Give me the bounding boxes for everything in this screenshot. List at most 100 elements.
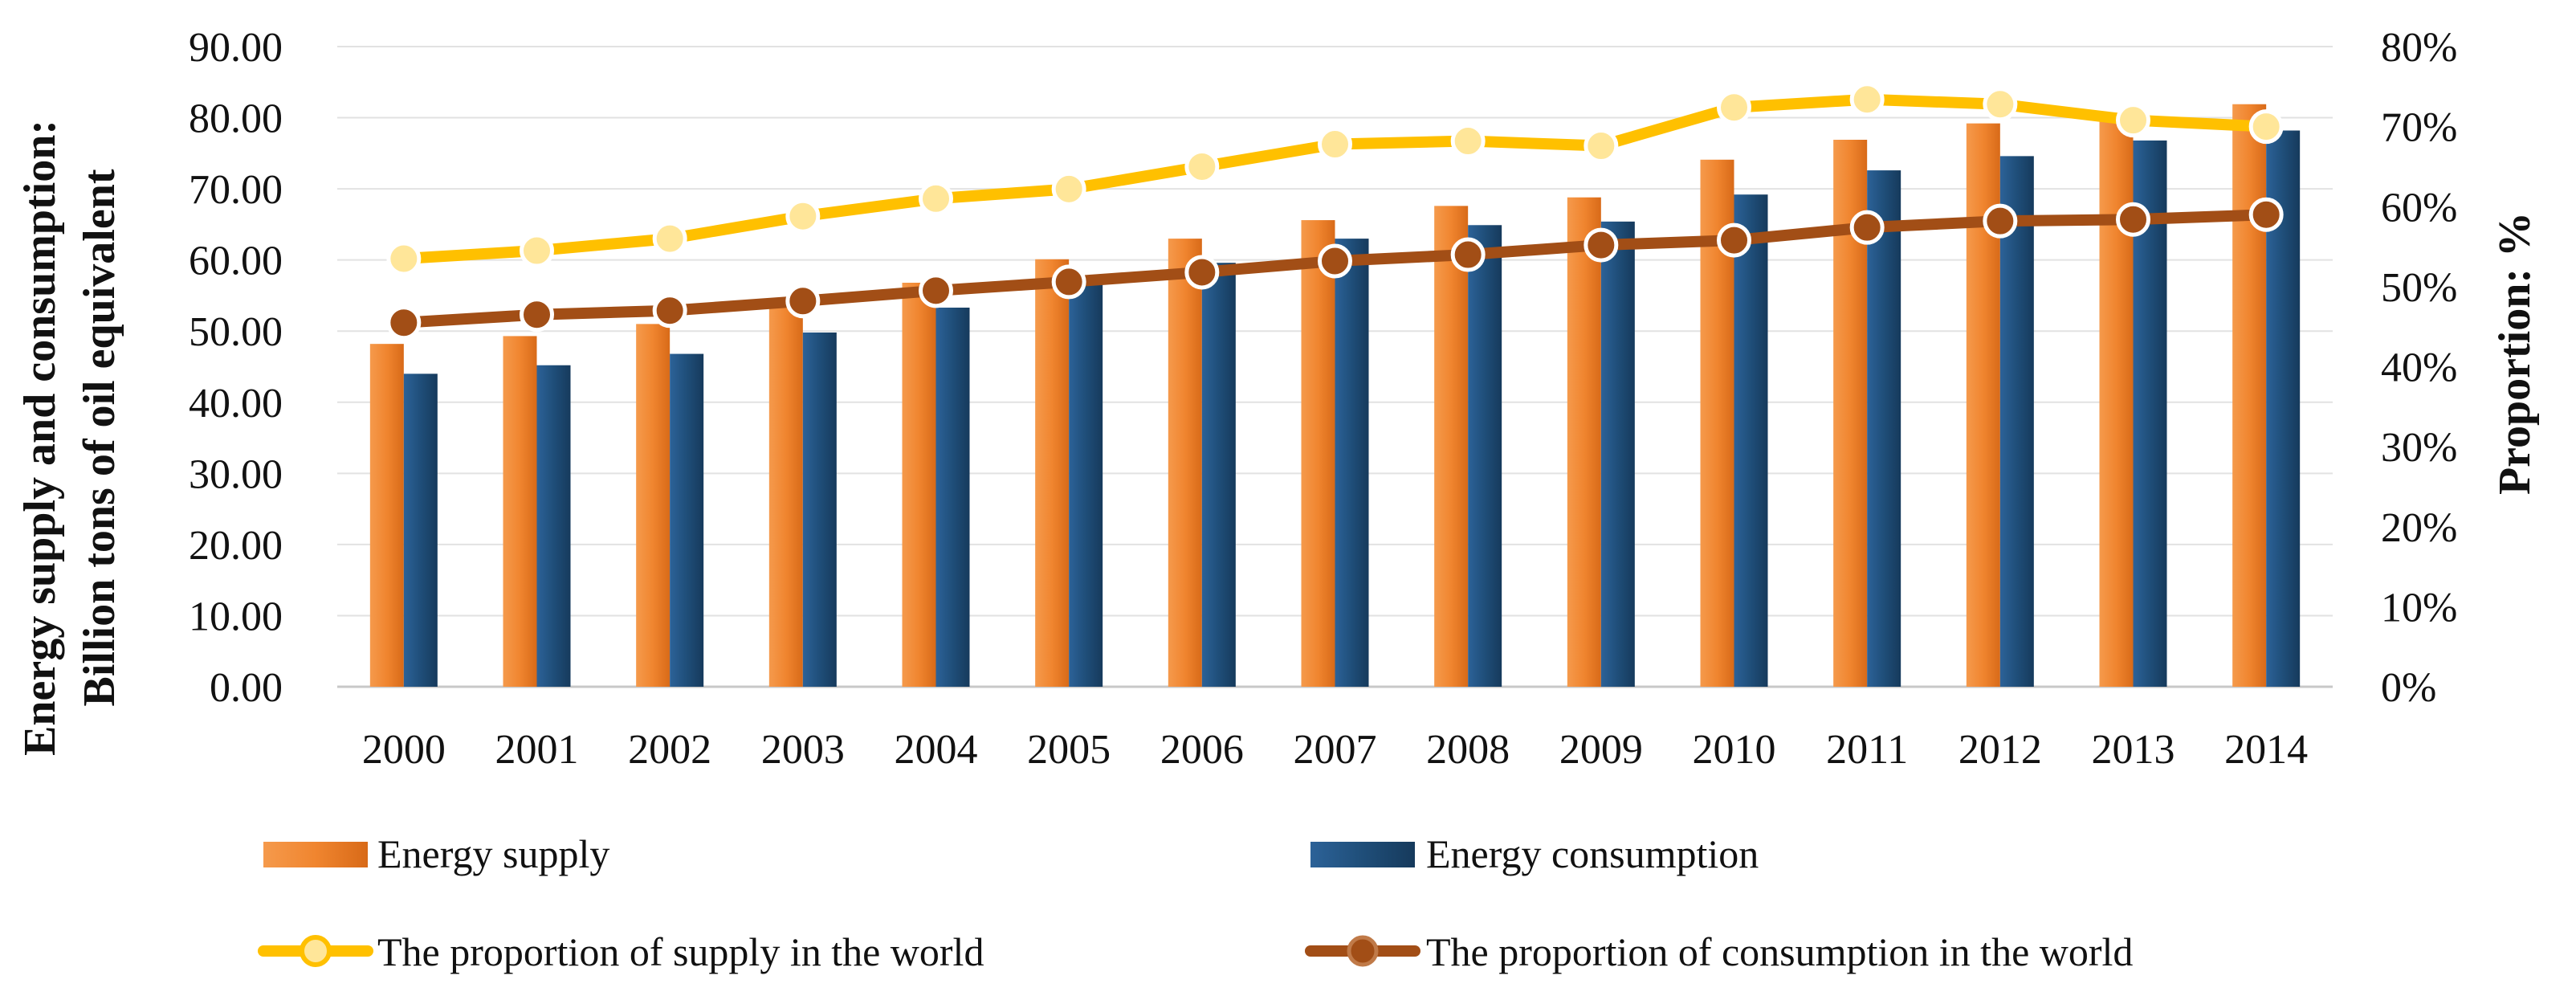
x-axis-tick-label: 2007: [1294, 727, 1377, 773]
bar-energy-supply-2005: [1035, 259, 1070, 687]
x-axis-tick-label: 2012: [1958, 727, 2042, 773]
right-axis-tick-label: 10%: [2381, 585, 2457, 631]
point-the-proportion-of-supply-in-the-world-2008: [1450, 124, 1486, 159]
point-the-proportion-of-supply-in-the-world-2007: [1318, 127, 1352, 162]
point-the-proportion-of-consumption-in-the-world-2009: [1584, 227, 1619, 263]
series-energy-consumption: [403, 130, 2301, 688]
point-the-proportion-of-consumption-in-the-world-2004: [919, 273, 953, 308]
x-axis-tick-label: 2006: [1160, 727, 1244, 773]
point-the-proportion-of-consumption-in-the-world-2013: [2116, 202, 2150, 237]
legend-label-consumption-proportion: The proportion of consumption in the wor…: [1426, 929, 2133, 974]
x-axis-tick-label: 2003: [761, 727, 845, 773]
left-axis-tick-label: 60.00: [189, 239, 283, 284]
point-the-proportion-of-consumption-in-the-world-2010: [1717, 222, 1751, 258]
bar-energy-consumption-2003: [802, 332, 837, 687]
bar-energy-consumption-2005: [1069, 284, 1103, 687]
x-axis-ticks: 2000 2001 2002 2003 2004 2005 2006 2007 2008 2009…: [362, 727, 2308, 773]
series-the-proportion-of-supply-in-the-world: [386, 82, 2284, 276]
left-axis-tick-label: 70.00: [189, 167, 283, 213]
x-axis-tick-label: 2002: [628, 727, 711, 773]
point-the-proportion-of-consumption-in-the-world-2002: [652, 293, 687, 329]
left-axis-tick-label: 0.00: [210, 665, 283, 711]
point-the-proportion-of-consumption-in-the-world-2006: [1184, 255, 1220, 290]
left-axis-tick-label: 50.00: [189, 309, 283, 355]
left-axis-ticks: 0.00 10.00 20.00 30.00 40.00 50.00 60.00 70.00 8…: [189, 25, 283, 711]
bar-energy-supply-2002: [636, 324, 670, 687]
bar-energy-consumption-2007: [1335, 239, 1369, 688]
legend-swatch-energy-supply: [263, 842, 368, 867]
x-axis-tick-label: 2004: [895, 727, 978, 773]
legend-marker-supply-proportion: [300, 935, 332, 967]
bar-energy-supply-2007: [1301, 220, 1335, 687]
right-axis-tick-label: 30%: [2381, 425, 2457, 471]
bar-energy-supply-2008: [1434, 206, 1469, 687]
left-axis-label-line2: Billion tons of oil equivalent: [75, 169, 124, 706]
point-the-proportion-of-supply-in-the-world-2010: [1717, 90, 1751, 125]
right-axis-tick-label: 40%: [2381, 345, 2457, 391]
legend-item-energy-consumption: Energy consumption: [1310, 831, 1759, 876]
bar-energy-consumption-2000: [403, 373, 438, 687]
legend-label-supply-proportion: The proportion of supply in the world: [377, 929, 984, 974]
left-axis-tick-label: 90.00: [189, 25, 283, 71]
bar-energy-supply-2006: [1168, 239, 1202, 688]
series-the-proportion-of-consumption-in-the-world: [386, 197, 2284, 341]
point-the-proportion-of-supply-in-the-world-2004: [919, 181, 953, 216]
bar-energy-consumption-2011: [1867, 170, 1901, 687]
point-the-proportion-of-supply-in-the-world-2009: [1584, 129, 1619, 164]
bar-energy-consumption-2001: [536, 365, 571, 687]
point-the-proportion-of-consumption-in-the-world-2008: [1450, 237, 1486, 272]
bar-energy-supply-2013: [2099, 115, 2134, 688]
point-the-proportion-of-consumption-in-the-world-2011: [1849, 210, 1885, 245]
point-the-proportion-of-supply-in-the-world-2000: [386, 241, 422, 276]
point-the-proportion-of-consumption-in-the-world-2007: [1318, 243, 1352, 279]
bar-layer: [369, 104, 2301, 688]
legend-item-consumption-proportion: The proportion of consumption in the wor…: [1305, 929, 2133, 974]
point-the-proportion-of-supply-in-the-world-2003: [785, 198, 821, 234]
point-the-proportion-of-consumption-in-the-world-2014: [2248, 197, 2284, 232]
point-the-proportion-of-supply-in-the-world-2005: [1051, 171, 1086, 206]
right-axis-tick-label: 0%: [2381, 665, 2436, 711]
point-the-proportion-of-supply-in-the-world-2001: [520, 233, 554, 268]
bar-energy-supply-2001: [503, 336, 537, 687]
x-axis-tick-label: 2010: [1693, 727, 1776, 773]
series-energy-supply: [369, 104, 2267, 688]
bar-energy-consumption-2012: [1999, 156, 2034, 687]
right-axis-tick-label: 60%: [2381, 185, 2457, 231]
point-the-proportion-of-consumption-in-the-world-2003: [785, 284, 821, 319]
point-the-proportion-of-supply-in-the-world-2006: [1184, 149, 1220, 184]
bar-energy-consumption-2008: [1468, 225, 1502, 688]
left-axis-tick-label: 10.00: [189, 594, 283, 639]
legend-label-energy-consumption: Energy consumption: [1426, 831, 1759, 876]
bar-energy-supply-2009: [1567, 197, 1601, 687]
legend-marker-consumption-proportion: [1347, 935, 1379, 967]
left-axis-tick-label: 30.00: [189, 451, 283, 497]
left-axis-tick-label: 80.00: [189, 96, 283, 142]
point-the-proportion-of-consumption-in-the-world-2005: [1051, 264, 1086, 300]
point-the-proportion-of-consumption-in-the-world-2012: [1983, 203, 2018, 239]
legend-item-supply-proportion: The proportion of supply in the world: [258, 929, 984, 974]
x-axis-tick-label: 2014: [2224, 727, 2308, 773]
legend-swatch-energy-consumption: [1310, 842, 1415, 867]
point-the-proportion-of-supply-in-the-world-2011: [1849, 82, 1885, 117]
bar-energy-consumption-2006: [1201, 263, 1236, 688]
point-the-proportion-of-supply-in-the-world-2002: [652, 221, 687, 256]
x-axis-tick-label: 2005: [1027, 727, 1111, 773]
left-axis-tick-label: 40.00: [189, 381, 283, 427]
legend-label-energy-supply: Energy supply: [377, 831, 609, 876]
legend: Energy supply Energy consumption The pro…: [258, 831, 2133, 974]
bar-energy-consumption-2010: [1734, 194, 1768, 687]
bar-energy-supply-2003: [768, 304, 803, 687]
right-axis-tick-label: 20%: [2381, 505, 2457, 551]
bar-energy-supply-2014: [2232, 104, 2267, 688]
right-axis-ticks: 0% 10% 20% 30% 40% 50% 60% 70% 80%: [2381, 25, 2457, 711]
bar-energy-consumption-2009: [1600, 221, 1635, 687]
x-axis-tick-label: 2013: [2092, 727, 2175, 773]
x-axis-tick-label: 2009: [1559, 727, 1643, 773]
point-the-proportion-of-supply-in-the-world-2012: [1983, 87, 2018, 122]
right-axis-tick-label: 80%: [2381, 25, 2457, 71]
x-axis-tick-label: 2011: [1826, 727, 1908, 773]
bar-energy-consumption-2002: [670, 353, 704, 687]
point-the-proportion-of-consumption-in-the-world-2001: [520, 297, 554, 333]
right-axis-label: Proportion: %: [2490, 212, 2540, 495]
